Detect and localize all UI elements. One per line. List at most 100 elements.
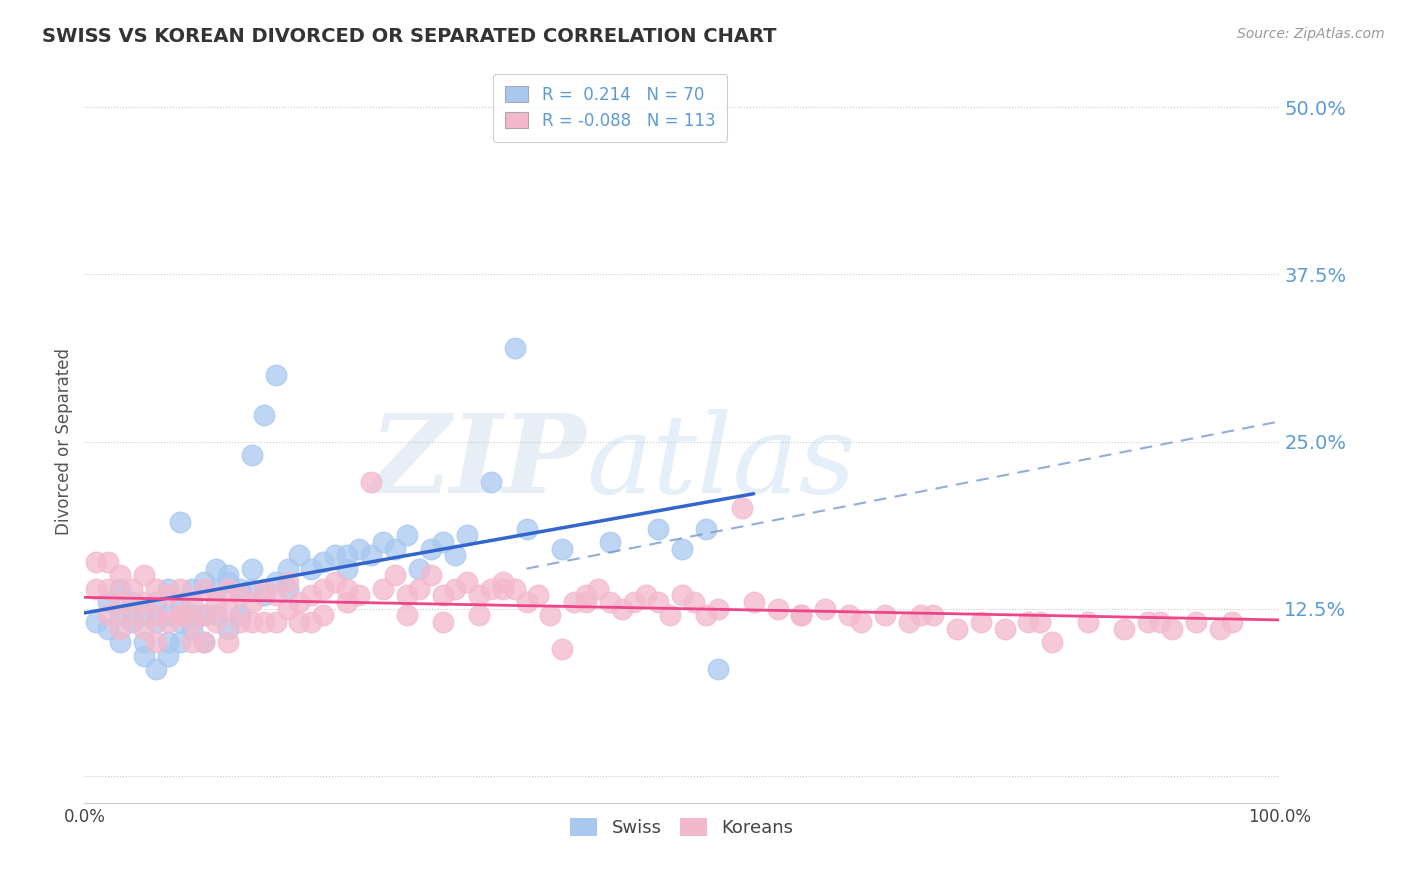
Point bbox=[253, 615, 276, 630]
Point bbox=[695, 521, 717, 535]
Point bbox=[157, 582, 180, 596]
Point bbox=[240, 615, 263, 630]
Point bbox=[599, 595, 621, 609]
Point bbox=[1077, 615, 1099, 630]
Text: SWISS VS KOREAN DIVORCED OR SEPARATED CORRELATION CHART: SWISS VS KOREAN DIVORCED OR SEPARATED CO… bbox=[42, 27, 776, 45]
Point bbox=[384, 568, 406, 582]
Point bbox=[193, 575, 215, 590]
Point bbox=[420, 568, 443, 582]
Point bbox=[181, 615, 204, 630]
Point bbox=[145, 608, 167, 623]
Point bbox=[527, 589, 550, 603]
Point bbox=[695, 608, 717, 623]
Point bbox=[157, 608, 180, 623]
Point bbox=[790, 608, 813, 623]
Point bbox=[349, 541, 371, 556]
Point bbox=[97, 608, 120, 623]
Point bbox=[169, 608, 191, 623]
Point bbox=[264, 575, 287, 590]
Point bbox=[898, 615, 921, 630]
Point bbox=[731, 501, 754, 516]
Point bbox=[240, 595, 263, 609]
Point bbox=[110, 635, 132, 649]
Point bbox=[205, 562, 228, 576]
Point bbox=[336, 562, 359, 576]
Point bbox=[145, 595, 167, 609]
Point bbox=[277, 562, 299, 576]
Point bbox=[456, 575, 478, 590]
Point bbox=[1018, 615, 1040, 630]
Point bbox=[288, 615, 311, 630]
Point bbox=[575, 595, 598, 609]
Point bbox=[97, 582, 120, 596]
Point bbox=[110, 608, 132, 623]
Point bbox=[432, 615, 454, 630]
Point bbox=[1149, 615, 1171, 630]
Point bbox=[217, 568, 239, 582]
Point bbox=[97, 555, 120, 569]
Point bbox=[373, 535, 395, 549]
Point bbox=[349, 589, 371, 603]
Point bbox=[707, 602, 730, 616]
Point bbox=[288, 595, 311, 609]
Point bbox=[240, 562, 263, 576]
Point bbox=[503, 341, 526, 355]
Point bbox=[145, 615, 167, 630]
Point bbox=[492, 575, 515, 590]
Point bbox=[157, 589, 180, 603]
Point bbox=[97, 595, 120, 609]
Point bbox=[86, 582, 108, 596]
Point bbox=[110, 582, 132, 596]
Point bbox=[1042, 635, 1064, 649]
Point bbox=[623, 595, 645, 609]
Point bbox=[540, 608, 562, 623]
Point bbox=[492, 582, 515, 596]
Point bbox=[564, 595, 586, 609]
Point bbox=[814, 602, 837, 616]
Point bbox=[217, 635, 239, 649]
Point bbox=[229, 582, 252, 596]
Point bbox=[193, 608, 215, 623]
Point bbox=[503, 582, 526, 596]
Point bbox=[132, 635, 156, 649]
Point bbox=[86, 615, 108, 630]
Point bbox=[145, 662, 167, 676]
Point bbox=[922, 608, 945, 623]
Point bbox=[384, 541, 406, 556]
Point bbox=[301, 589, 323, 603]
Point bbox=[647, 595, 669, 609]
Point bbox=[169, 608, 191, 623]
Point bbox=[229, 589, 252, 603]
Point bbox=[479, 582, 502, 596]
Point bbox=[157, 635, 180, 649]
Point bbox=[838, 608, 860, 623]
Point bbox=[157, 615, 180, 630]
Point bbox=[121, 582, 143, 596]
Point bbox=[132, 648, 156, 663]
Point bbox=[217, 575, 239, 590]
Point bbox=[373, 582, 395, 596]
Point bbox=[325, 548, 347, 563]
Point bbox=[612, 602, 634, 616]
Point bbox=[551, 541, 574, 556]
Point bbox=[229, 615, 252, 630]
Point bbox=[468, 608, 491, 623]
Point bbox=[181, 582, 204, 596]
Point bbox=[1220, 615, 1243, 630]
Point bbox=[264, 368, 287, 382]
Point bbox=[205, 615, 228, 630]
Point bbox=[659, 608, 682, 623]
Point bbox=[97, 622, 120, 636]
Point bbox=[456, 528, 478, 542]
Point bbox=[1114, 622, 1136, 636]
Point bbox=[253, 408, 276, 422]
Point bbox=[468, 589, 491, 603]
Point bbox=[312, 555, 335, 569]
Point bbox=[110, 568, 132, 582]
Text: Source: ZipAtlas.com: Source: ZipAtlas.com bbox=[1237, 27, 1385, 41]
Point bbox=[169, 582, 191, 596]
Point bbox=[181, 635, 204, 649]
Point bbox=[671, 541, 693, 556]
Point bbox=[766, 602, 789, 616]
Point bbox=[193, 635, 215, 649]
